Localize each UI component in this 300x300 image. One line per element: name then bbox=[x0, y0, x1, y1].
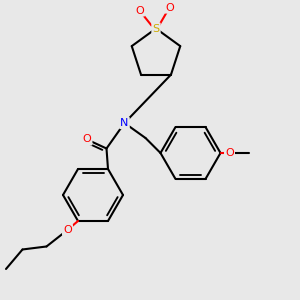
Text: O: O bbox=[165, 2, 174, 13]
Text: S: S bbox=[152, 23, 160, 34]
Text: N: N bbox=[120, 118, 129, 128]
Text: O: O bbox=[135, 5, 144, 16]
Text: O: O bbox=[225, 148, 234, 158]
Text: O: O bbox=[82, 134, 91, 145]
Text: O: O bbox=[63, 225, 72, 235]
